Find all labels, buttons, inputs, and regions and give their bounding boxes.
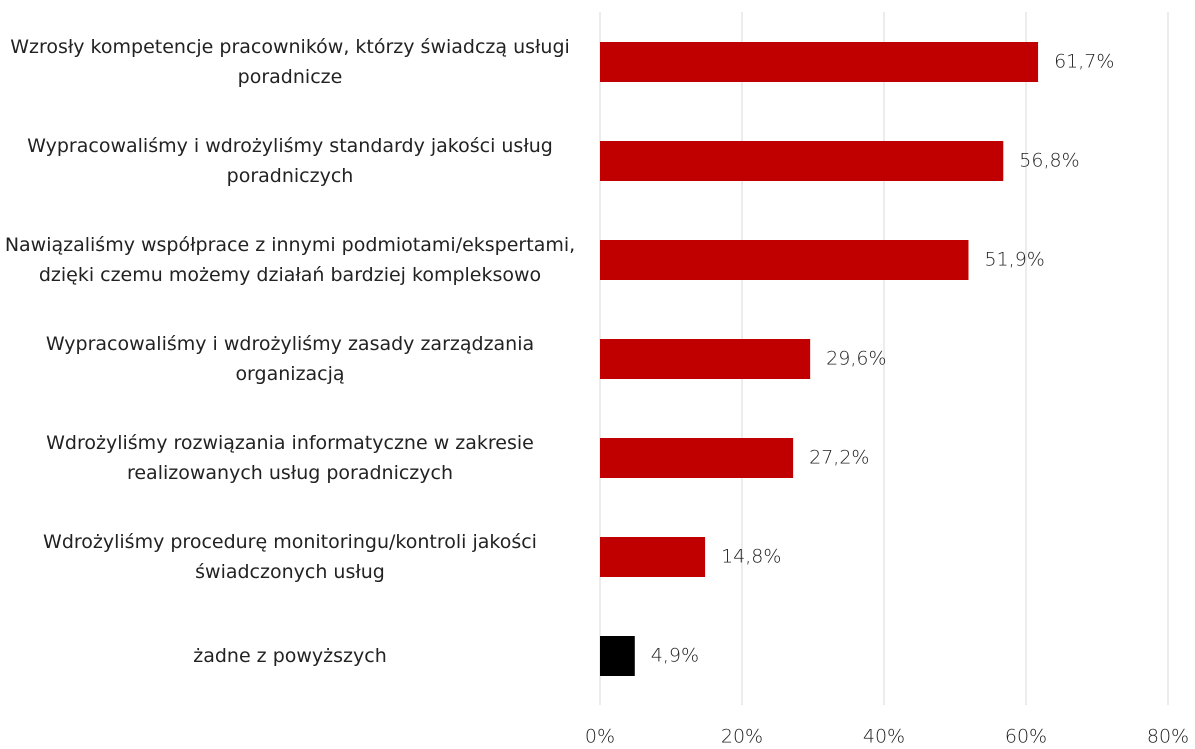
x-tick-label: 0% xyxy=(585,726,615,748)
category-label: żadne z powyższych xyxy=(193,645,387,667)
x-tick-label: 80% xyxy=(1147,726,1189,748)
data-label: 27,2% xyxy=(809,447,869,469)
x-tick-label: 20% xyxy=(721,726,763,748)
data-label: 61,7% xyxy=(1054,51,1114,73)
category-label: Wzrosły kompetencje pracowników, którzy … xyxy=(10,36,570,88)
data-label: 51,9% xyxy=(984,249,1044,271)
bar xyxy=(600,42,1039,82)
data-label: 4,9% xyxy=(651,645,699,667)
bar xyxy=(600,537,706,577)
bar xyxy=(600,339,811,379)
category-label: Wdrożyliśmy procedurę monitoringu/kontro… xyxy=(43,531,537,583)
data-label: 56,8% xyxy=(1019,150,1079,172)
bar xyxy=(600,240,969,280)
bar xyxy=(600,141,1004,181)
data-label: 29,6% xyxy=(826,348,886,370)
x-tick-label: 60% xyxy=(1005,726,1047,748)
x-tick-label: 40% xyxy=(863,726,905,748)
data-label: 14,8% xyxy=(721,546,781,568)
bar xyxy=(600,438,794,478)
bar xyxy=(600,636,635,676)
category-label: Wypracowaliśmy i wdrożyliśmy zasady zarz… xyxy=(45,333,535,385)
category-label: Wdrożyliśmy rozwiązania informatyczne w … xyxy=(46,432,534,484)
category-label: Nawiązaliśmy współprace z innymi podmiot… xyxy=(4,234,576,286)
category-label: Wypracowaliśmy i wdrożyliśmy standardy j… xyxy=(27,135,553,187)
